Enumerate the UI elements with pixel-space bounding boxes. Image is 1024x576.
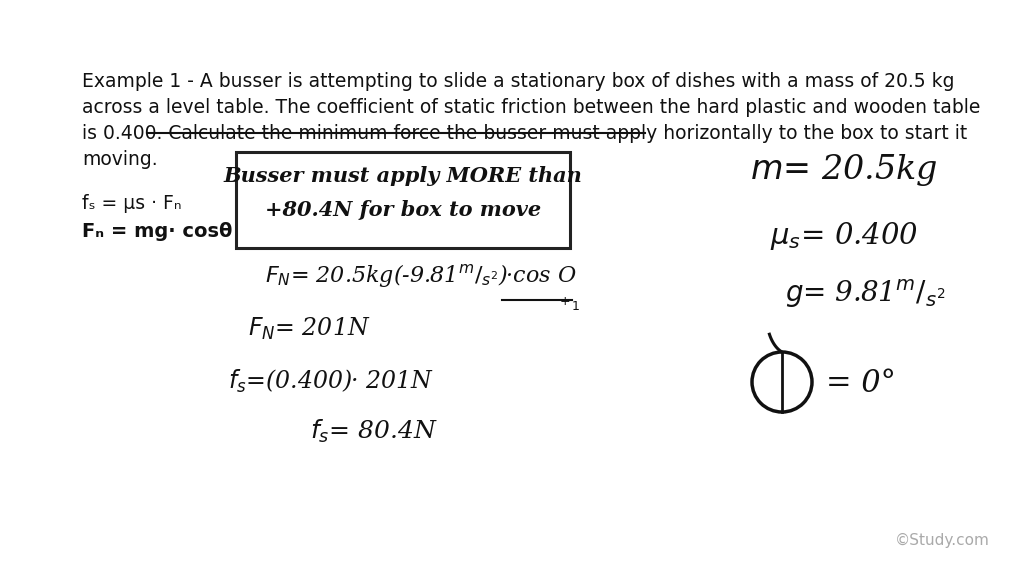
Text: across a level table. The coefficient of static friction between the hard plasti: across a level table. The coefficient of… [82,98,980,117]
Text: $\mathit{F_N}$= 20.5kg(-9.81$\mathit{^m/_{{s^2}}}$)·cos O: $\mathit{F_N}$= 20.5kg(-9.81$\mathit{^m/… [265,262,578,289]
Text: Fₙ = mg· cosθ: Fₙ = mg· cosθ [82,222,232,241]
Bar [236,152,570,248]
Text: Example 1 - A busser is attempting to slide a stationary box of dishes with a ma: Example 1 - A busser is attempting to sl… [82,72,954,91]
Text: 1: 1 [572,300,580,313]
Text: is 0.400. Calculate the minimum force the busser must apply horizontally to the : is 0.400. Calculate the minimum force th… [82,124,968,143]
Text: $\mathit{F_N}$= 201N: $\mathit{F_N}$= 201N [248,316,371,342]
Text: ©Study.com: ©Study.com [895,533,990,548]
Text: $\mathit{m}$= 20.5kg: $\mathit{m}$= 20.5kg [750,152,938,188]
Text: $\mathit{f_s}$= 80.4N: $\mathit{f_s}$= 80.4N [310,418,438,445]
Text: moving.: moving. [82,150,158,169]
Text: +80.4N for box to move: +80.4N for box to move [265,200,541,220]
Text: $\mathit{f_s}$=(0.400)· 201N: $\mathit{f_s}$=(0.400)· 201N [228,368,434,395]
Text: $\mathit{g}$= 9.81$\mathit{^m/_{{s^2}}}$: $\mathit{g}$= 9.81$\mathit{^m/_{{s^2}}}$ [785,278,945,310]
Text: = 0°: = 0° [826,368,896,399]
Text: Busser must apply MORE than: Busser must apply MORE than [223,166,583,186]
Text: fₛ = μs · Fₙ: fₛ = μs · Fₙ [82,194,181,213]
Text: +: + [560,295,570,308]
Text: $\mathit{\mu_s}$= 0.400: $\mathit{\mu_s}$= 0.400 [770,220,919,252]
